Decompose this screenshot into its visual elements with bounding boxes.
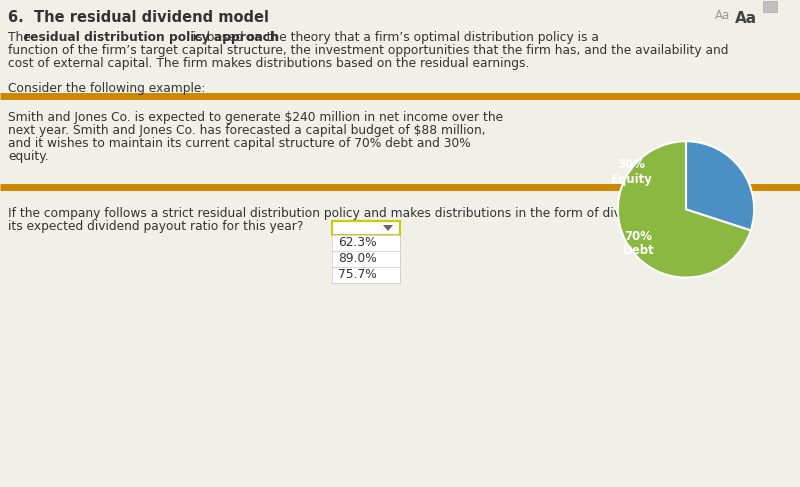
Bar — [332, 267, 400, 283]
Text: 6.  The residual dividend model: 6. The residual dividend model — [8, 10, 269, 25]
Text: Smith and Jones Co. is expected to generate $240 million in net income over the: Smith and Jones Co. is expected to gener… — [8, 111, 503, 124]
Text: is based on the theory that a firm’s optimal distribution policy is a: is based on the theory that a firm’s opt… — [189, 31, 599, 44]
Text: Aa: Aa — [715, 9, 730, 22]
Text: 30%
Equity: 30% Equity — [610, 158, 652, 186]
Text: If the company follows a strict residual distribution policy and makes distribut: If the company follows a strict residual… — [8, 207, 713, 220]
Bar — [332, 251, 400, 267]
Text: function of the firm’s target capital structure, the investment opportunities th: function of the firm’s target capital st… — [8, 44, 729, 57]
Text: The: The — [8, 31, 34, 44]
Text: cost of external capital. The firm makes distributions based on the residual ear: cost of external capital. The firm makes… — [8, 57, 530, 70]
Text: 62.3%: 62.3% — [338, 237, 377, 249]
Text: and it wishes to maintain its current capital structure of 70% debt and 30%: and it wishes to maintain its current ca… — [8, 137, 470, 150]
Wedge shape — [618, 141, 751, 278]
Bar — [332, 235, 400, 251]
FancyBboxPatch shape — [332, 221, 400, 235]
Text: 89.0%: 89.0% — [338, 252, 377, 265]
Text: Aa: Aa — [735, 11, 757, 26]
Text: 70%
Debt: 70% Debt — [622, 229, 654, 258]
Bar — [332, 235, 400, 251]
Text: 75.7%: 75.7% — [338, 268, 377, 281]
Bar — [332, 267, 400, 283]
FancyBboxPatch shape — [763, 1, 777, 12]
Wedge shape — [686, 141, 754, 230]
Text: residual distribution policy approach: residual distribution policy approach — [24, 31, 278, 44]
Polygon shape — [383, 225, 393, 231]
Text: Consider the following example:: Consider the following example: — [8, 82, 206, 95]
Text: equity.: equity. — [8, 150, 49, 163]
Bar — [332, 251, 400, 267]
Text: its expected dividend payout ratio for this year?: its expected dividend payout ratio for t… — [8, 220, 303, 233]
Text: next year. Smith and Jones Co. has forecasted a capital budget of $88 million,: next year. Smith and Jones Co. has forec… — [8, 124, 486, 137]
